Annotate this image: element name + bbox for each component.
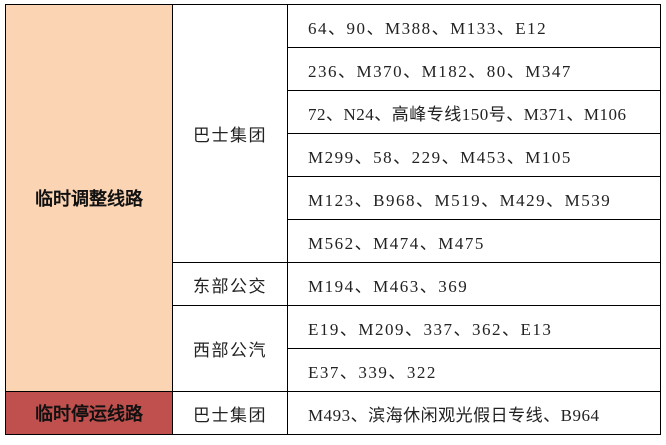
routes-cell: M123、B968、M519、M429、M539 (287, 176, 661, 220)
routes-cell: 64、90、M388、M133、E12 (287, 4, 661, 48)
category-suspended: 临时停运线路 (5, 391, 173, 435)
routes-cell: E19、M209、337、362、E13 (287, 305, 661, 349)
table-row: M123、B968、M519、M429、M539 (6, 176, 661, 220)
operator-cell: 巴士集团 (172, 391, 288, 435)
routes-cell: M194、M463、369 (287, 262, 661, 306)
routes-cell: M493、滨海休闲观光假日专线、B964 (287, 391, 661, 435)
table-row: 临时停运线路 巴士集团 M493、滨海休闲观光假日专线、B964 (5, 391, 661, 435)
table-row: 236、M370、M182、80、M347 (6, 47, 661, 91)
routes-cell: M562、M474、M475 (287, 219, 661, 263)
routes-cell: E37、339、322 (287, 348, 661, 392)
operator-cell: 东部公交 (172, 262, 288, 306)
routes-cell: 236、M370、M182、80、M347 (287, 47, 661, 91)
operator-cell: 巴士集团 (172, 4, 288, 263)
operator-cell: 西部公汽 (172, 305, 288, 392)
route-table: 临时调整线路 巴士集团 64、90、M388、M133、E12 236、M370… (5, 4, 661, 435)
routes-cell: M299、58、229、M453、M105 (287, 133, 661, 177)
table-row: 临时调整线路 巴士集团 64、90、M388、M133、E12 (5, 4, 661, 392)
category-adjusted: 临时调整线路 (5, 4, 173, 392)
table-row: M562、M474、M475 (6, 219, 661, 263)
table-row: E37、339、322 (6, 348, 661, 392)
table-row: 东部公交 M194、M463、369 (6, 262, 661, 306)
routes-cell: 72、N24、高峰专线150号、M371、M106 (287, 90, 661, 134)
table-row: 西部公汽 E19、M209、337、362、E13 (6, 305, 661, 392)
table-row: 72、N24、高峰专线150号、M371、M106 (6, 90, 661, 134)
